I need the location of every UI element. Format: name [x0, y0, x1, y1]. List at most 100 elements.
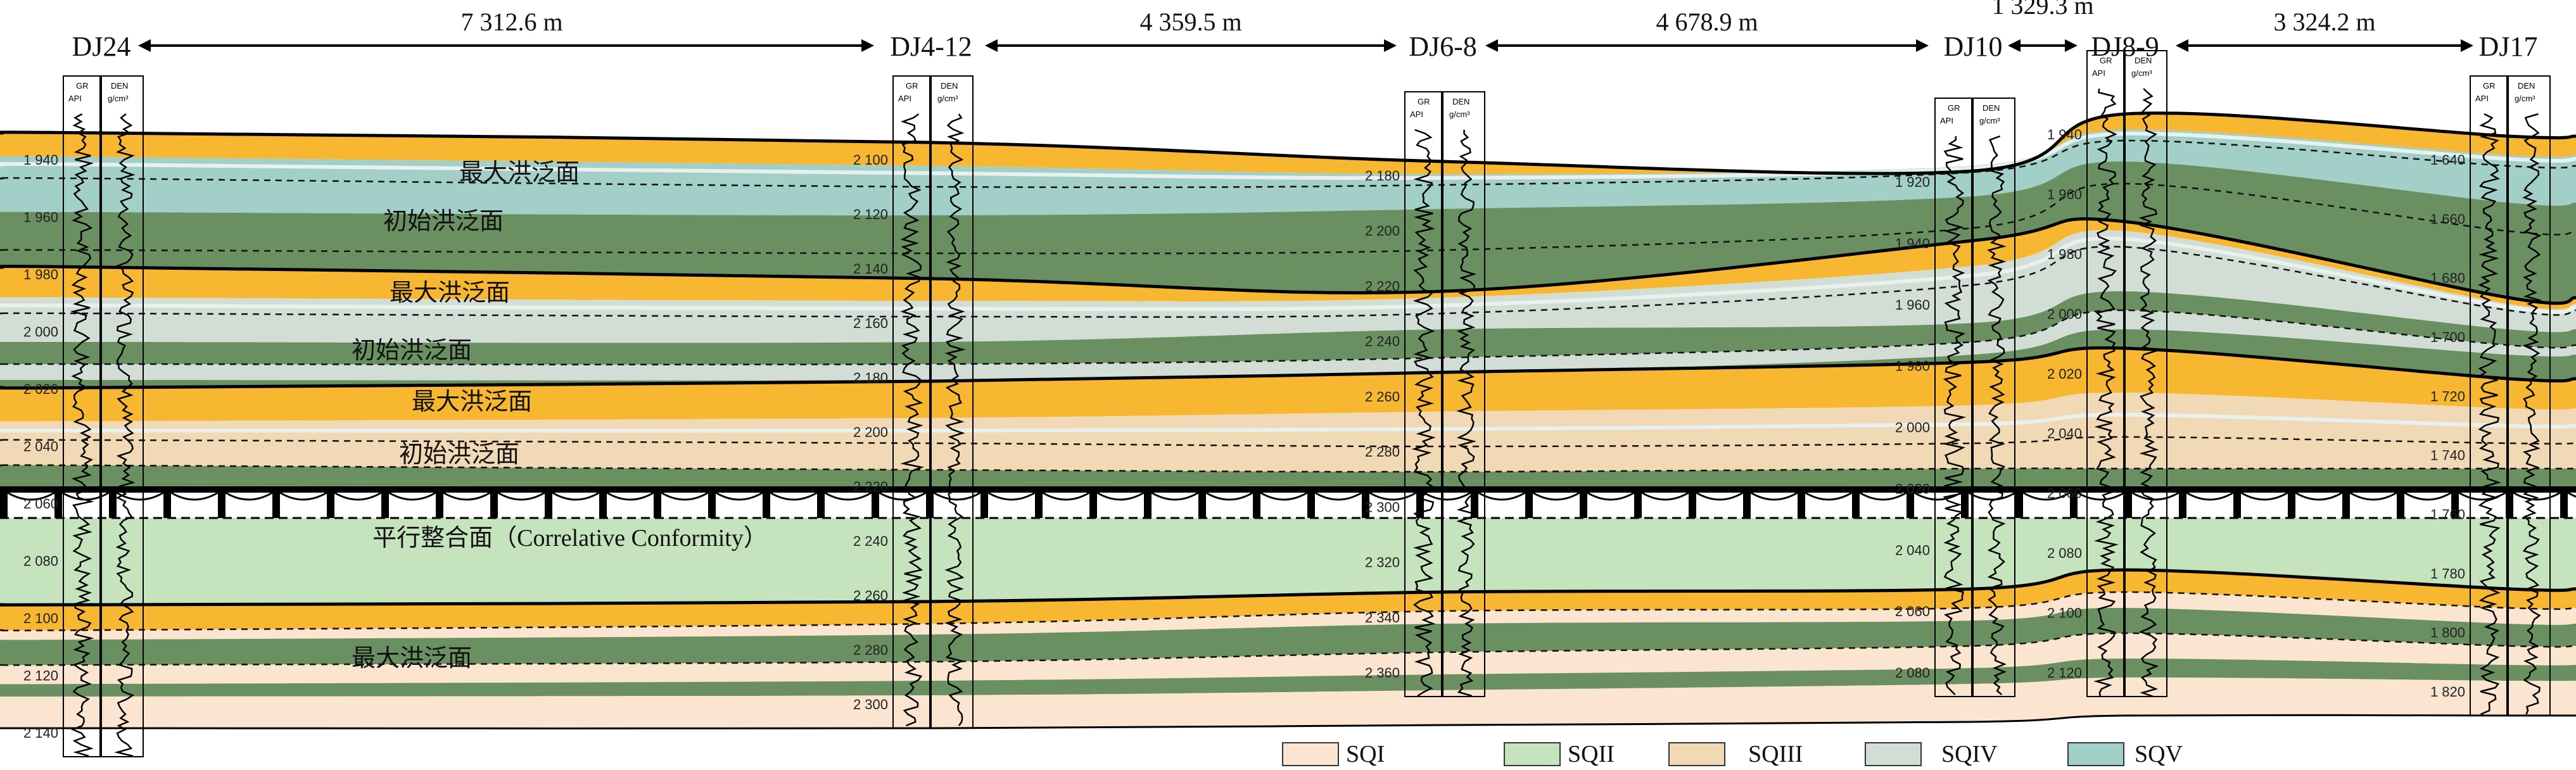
unconformity-scallop — [2567, 491, 2576, 498]
depth-label: 1 720 — [2430, 388, 2465, 404]
unconformity-post — [1144, 493, 1152, 518]
layer-band — [0, 310, 2576, 381]
den-unit: g/cm³ — [108, 94, 129, 103]
layer-band — [0, 291, 2576, 365]
gr-track — [892, 75, 930, 729]
depth-label: 1 680 — [2430, 270, 2465, 286]
depth-label: 2 140 — [23, 725, 58, 741]
unconformity-post — [327, 493, 334, 518]
base-line — [0, 714, 2576, 729]
unconformity-post — [1253, 493, 1260, 518]
depth-label: 2 160 — [853, 315, 888, 331]
layer-band — [0, 218, 2576, 310]
depth-label: 2 100 — [23, 610, 58, 626]
unconformity-scallop — [1750, 491, 1798, 501]
depth-label: 1 640 — [2430, 152, 2465, 168]
layer-band — [0, 607, 2576, 666]
unconformity-post — [436, 493, 443, 518]
gr-header: GR — [2483, 81, 2496, 91]
depth-label: 1 920 — [1895, 174, 1930, 190]
unconformity-post — [545, 493, 552, 518]
unconformity-scallop — [987, 491, 1036, 501]
surface-label-mfs-3: 最大洪泛面 — [412, 389, 532, 415]
unconformity-post — [1471, 493, 1478, 518]
unconformity-post — [2288, 493, 2295, 518]
depth-label: 2 260 — [1365, 389, 1400, 405]
surface-label-ifs-1: 初始洪泛面 — [383, 208, 504, 235]
unconformity-post — [2070, 493, 2078, 518]
gr-unit: API — [1410, 110, 1423, 119]
den-header: DEN — [2518, 81, 2535, 91]
unconformity-scallop — [552, 491, 600, 501]
well-name-dj24: DJ24 — [72, 31, 131, 62]
layer-band — [0, 392, 2576, 446]
gr-curve — [900, 113, 925, 727]
den-track — [1442, 91, 1485, 697]
sequence-boundary — [0, 346, 2576, 390]
depth-label: 2 120 — [23, 668, 58, 684]
unconformity-post — [2397, 493, 2404, 518]
surface-label-correlative-conformity: 平行整合面（Correlative Conformity） — [372, 525, 768, 552]
unconformity-post — [1307, 493, 1315, 518]
unconformity-scallop — [2404, 491, 2452, 501]
gr-curve — [70, 113, 94, 757]
gr-curve — [2093, 88, 2119, 697]
depth-label: 1 940 — [23, 152, 58, 168]
unconformity-post — [490, 493, 498, 518]
depth-label: 2 040 — [23, 439, 58, 455]
depth-label: 2 080 — [2047, 545, 2082, 561]
unconformity-scallop — [1369, 491, 1417, 501]
unconformity-scallop — [1042, 491, 1090, 501]
unconformity-post — [218, 493, 225, 518]
surface-label-ifs-3: 初始洪泛面 — [399, 441, 519, 468]
flooding-surface — [0, 139, 2576, 189]
unconformity-post — [2124, 493, 2132, 518]
well-name-dj10: DJ10 — [1944, 31, 2003, 62]
depth-label: 1 960 — [2047, 186, 2082, 202]
distance-label-1: 7 312.6 m — [460, 8, 562, 36]
unconformity-scallop — [1805, 491, 1853, 501]
layer-band — [0, 437, 2576, 472]
flooding-surface — [0, 309, 2576, 365]
unconformity-scallop — [1151, 491, 1199, 501]
unconformity-bar — [0, 486, 2576, 519]
well-track-dj8-9: GR DEN API g/cm³ 1 940 1 960 1 980 2 000 2 020 2 … — [2047, 50, 2167, 698]
unconformity-scallop — [606, 491, 654, 501]
depth-label: 2 080 — [23, 553, 58, 569]
unconformity-scallop — [1314, 491, 1362, 501]
den-header: DEN — [111, 81, 128, 91]
depth-label: 2 100 — [853, 152, 888, 168]
depth-label: 2 060 — [23, 496, 58, 512]
depth-label: 1 940 — [1895, 236, 1930, 251]
unconformity-scallop — [388, 491, 436, 501]
gr-unit: API — [898, 94, 911, 103]
legend-swatch-sqiv — [1865, 742, 1922, 766]
gr-track — [63, 75, 101, 757]
gr-header: GR — [1418, 97, 1430, 106]
den-unit: g/cm³ — [2515, 94, 2535, 103]
unconformity-scallop — [170, 491, 219, 501]
unconformity-post — [1525, 493, 1533, 518]
unconformity-post — [1198, 493, 1206, 518]
depth-label: 2 200 — [1365, 223, 1400, 239]
flooding-surface — [0, 464, 2576, 473]
legend-swatch-sqiii — [1668, 742, 1725, 766]
depth-label: 2 280 — [1365, 444, 1400, 460]
unconformity-scallop — [225, 491, 273, 501]
depth-label: 2 260 — [853, 588, 888, 603]
den-header: DEN — [941, 81, 958, 91]
depth-label: 2 240 — [1365, 334, 1400, 350]
unconformity-scallop — [2295, 491, 2343, 501]
flooding-surface — [0, 436, 2576, 448]
distance-label-4: 1 329.3 m — [1991, 0, 2093, 20]
legend-label-sqv: SQV — [2135, 741, 2183, 767]
well-name-dj6-8: DJ6-8 — [1409, 31, 1477, 62]
depth-label: 2 100 — [2047, 605, 2082, 621]
depth-label: 2 180 — [853, 370, 888, 386]
unconformity-post — [1689, 493, 1696, 518]
depth-label: 2 220 — [853, 479, 888, 495]
unconformity-post — [980, 493, 988, 518]
unconformity-scallop — [1423, 491, 1471, 501]
unconformity-post — [381, 493, 389, 518]
unconformity-scallop — [279, 491, 327, 501]
